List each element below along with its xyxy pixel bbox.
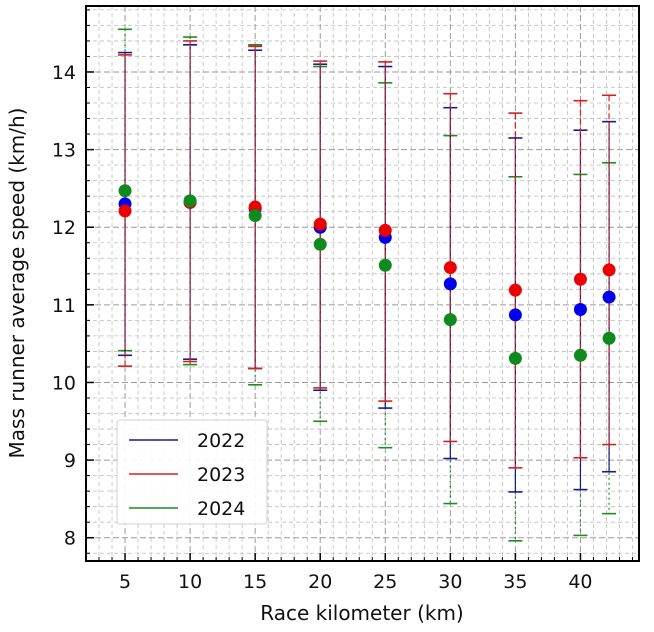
point-2024 — [313, 237, 327, 251]
x-tick-label: 40 — [568, 571, 592, 593]
y-tick-label: 12 — [52, 217, 76, 239]
point-2023 — [573, 272, 587, 286]
x-tick-label: 10 — [178, 571, 202, 593]
point-2024 — [508, 351, 522, 365]
point-2023 — [118, 204, 132, 218]
point-2023 — [378, 223, 392, 237]
point-2024 — [602, 331, 616, 345]
x-tick-label: 20 — [308, 571, 332, 593]
legend-label-2024: 2024 — [197, 498, 245, 520]
point-2023 — [508, 283, 522, 297]
y-tick-label: 10 — [52, 372, 76, 394]
x-tick-label: 15 — [243, 571, 267, 593]
point-2024 — [573, 348, 587, 362]
y-tick-label: 11 — [52, 295, 76, 317]
point-2024 — [378, 258, 392, 272]
legend-box — [116, 419, 268, 525]
point-2023 — [313, 217, 327, 231]
y-tick-label: 13 — [52, 140, 76, 162]
x-axis-label: Race kilometer (km) — [260, 601, 464, 625]
point-2023 — [443, 261, 457, 275]
point-2023 — [602, 263, 616, 277]
y-tick-label: 8 — [64, 528, 76, 550]
x-tick-label: 30 — [438, 571, 462, 593]
legend-label-2022: 2022 — [197, 430, 245, 452]
axis-ticks — [85, 9, 633, 561]
point-2024 — [443, 313, 457, 327]
legend: 2022 2023 2024 — [116, 419, 268, 525]
y-tick-labels: 8 9 10 11 12 13 14 — [52, 62, 76, 550]
y-tick-label: 14 — [52, 62, 76, 84]
x-tick-label: 5 — [119, 571, 131, 593]
point-2024 — [248, 209, 262, 223]
point-2024 — [118, 184, 132, 198]
x-tick-label: 25 — [373, 571, 397, 593]
y-tick-label: 9 — [64, 450, 76, 472]
point-2022 — [443, 277, 457, 291]
x-tick-labels: 5 10 15 20 25 30 35 40 — [119, 571, 593, 593]
point-2022 — [508, 308, 522, 322]
y-axis-label: Mass runner average speed (km/h) — [5, 108, 29, 459]
legend-label-2023: 2023 — [197, 464, 245, 486]
point-2022 — [573, 303, 587, 317]
point-2024 — [183, 194, 197, 208]
plot-frame — [85, 5, 640, 562]
x-tick-label: 35 — [503, 571, 527, 593]
point-2022 — [602, 290, 616, 304]
data-points — [118, 184, 616, 365]
